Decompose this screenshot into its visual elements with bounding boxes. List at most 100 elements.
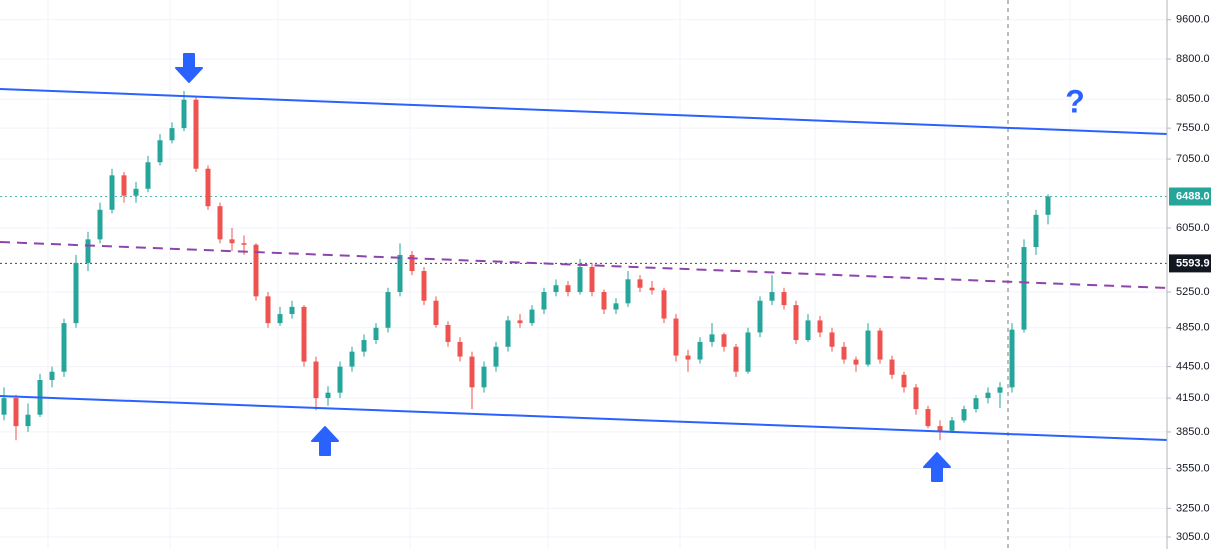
candle-body [865, 330, 871, 365]
vertical-grid [47, 0, 1071, 549]
price-label-box [1169, 254, 1211, 273]
candle-body [577, 266, 583, 293]
axis-labels: 3050.0 3250.0 3550.0 3850.0 4150.0 4450.0 4850… [1167, 14, 1211, 543]
candle-body [985, 392, 991, 399]
annotation: ? [1065, 83, 1085, 119]
candle-body [433, 300, 439, 325]
trend-line [0, 88, 1168, 135]
candle-body [961, 409, 967, 421]
candle-body [949, 420, 955, 431]
down-arrow [175, 53, 203, 83]
candle-body [697, 341, 703, 360]
candle-body [229, 239, 235, 244]
candle-body [397, 254, 403, 293]
candle-body [145, 162, 151, 189]
candle-body [841, 346, 847, 360]
candle-body [469, 356, 475, 388]
y-tick-label: 8800.0 [1176, 53, 1210, 65]
candle-body [253, 244, 259, 297]
candle-body [685, 355, 691, 360]
horizontal-grid [0, 19, 1167, 538]
candle-body [265, 296, 271, 324]
y-tick-label: 3250.0 [1176, 502, 1210, 514]
candle-body [637, 279, 643, 288]
candle-body [565, 285, 571, 293]
candle-body [133, 188, 139, 196]
candle-body [649, 287, 655, 291]
candle-body [421, 271, 427, 301]
y-tick-label: 3050.0 [1176, 531, 1210, 543]
candle-body [769, 292, 775, 301]
candle-body [337, 366, 343, 393]
candle-body [85, 239, 91, 263]
y-tick-label: 3850.0 [1176, 426, 1210, 438]
price-label: 6488.0 [1176, 190, 1210, 202]
arrows [175, 53, 951, 482]
y-tick-label: 3550.0 [1176, 462, 1210, 474]
candle-body [61, 323, 67, 372]
candle-body [709, 334, 715, 342]
candle-body [325, 392, 331, 399]
y-tick-label: 7050.0 [1176, 153, 1210, 165]
dashed-trend-line [0, 241, 1168, 289]
candle-body [169, 128, 175, 141]
candle-body [193, 99, 199, 169]
candle-body [1009, 329, 1015, 388]
candle-body [457, 341, 463, 357]
candle-body [1021, 247, 1027, 330]
candle-body [877, 330, 883, 360]
candle-body [553, 285, 559, 293]
candle-body [793, 305, 799, 341]
up-arrow [311, 426, 339, 456]
candle-body [673, 318, 679, 356]
candle-body [589, 266, 595, 293]
candle-body [733, 346, 739, 372]
candle-body [613, 303, 619, 310]
candle-body [853, 359, 859, 365]
candle-body [889, 359, 895, 375]
candle-body [481, 366, 487, 388]
candle-body [73, 262, 79, 324]
candle-body [805, 320, 811, 341]
candle-body [1033, 214, 1039, 248]
candle-body [49, 371, 55, 380]
candle-body [373, 327, 379, 341]
candle-body [361, 340, 367, 352]
candle-body [97, 209, 103, 240]
price-label-box [1169, 187, 1211, 206]
candle-body [781, 292, 787, 306]
candle-body [181, 99, 187, 129]
candle-body [973, 398, 979, 410]
candle-body [301, 306, 307, 362]
candle-body [661, 290, 667, 319]
candle-body [385, 292, 391, 328]
trend-line [0, 395, 1168, 441]
candle-body [925, 409, 931, 427]
candle-body [541, 292, 547, 310]
candle-body [817, 320, 823, 333]
candles [1, 90, 1051, 441]
price-axis [1167, 0, 1211, 549]
y-tick-label: 6050.0 [1176, 222, 1210, 234]
candle-body [241, 243, 247, 245]
candle-body [445, 324, 451, 342]
candle-body [913, 387, 919, 410]
candle-body [1, 398, 7, 415]
y-tick-label: 4450.0 [1176, 361, 1210, 373]
candle-body [493, 346, 499, 367]
candle-body [721, 334, 727, 347]
candle-body [313, 361, 319, 399]
candle-body [289, 306, 295, 315]
candle-body [409, 254, 415, 272]
candle-body [277, 314, 283, 324]
candle-body [1045, 196, 1051, 215]
candle-body [997, 387, 1003, 393]
candle-body [901, 374, 907, 388]
candle-body [349, 351, 355, 367]
candle-body [517, 320, 523, 324]
candle-body [157, 140, 163, 163]
y-tick-label: 8050.0 [1176, 93, 1210, 105]
y-tick-label: 4850.0 [1176, 322, 1210, 334]
y-tick-label: 9600.0 [1176, 14, 1210, 26]
